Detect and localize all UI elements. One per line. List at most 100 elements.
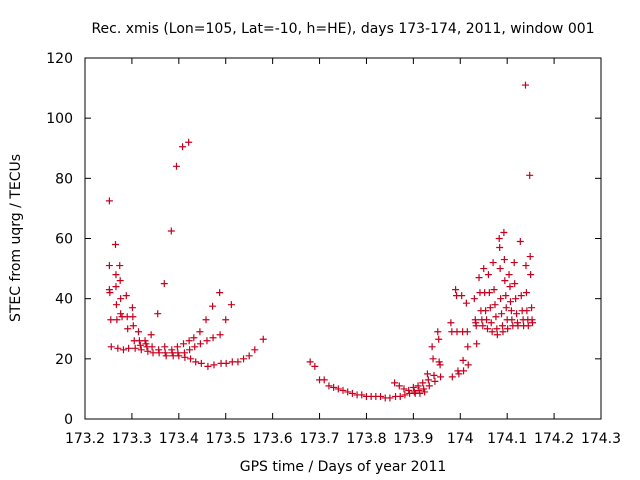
y-tick-label: 120 <box>46 51 73 67</box>
data-point <box>210 361 218 369</box>
data-point <box>510 259 518 267</box>
data-point <box>311 362 319 370</box>
data-point <box>460 367 468 375</box>
x-tick-label: 174 <box>447 431 474 447</box>
data-point <box>112 283 120 291</box>
data-point <box>502 304 510 312</box>
x-tick-label: 173.7 <box>299 431 339 447</box>
data-point <box>259 335 267 343</box>
data-point <box>112 271 120 279</box>
data-point <box>431 377 439 385</box>
data-point <box>415 386 423 394</box>
data-point <box>523 307 531 315</box>
data-point <box>116 277 124 285</box>
data-point <box>186 346 194 354</box>
data-point <box>162 352 170 360</box>
data-point <box>148 343 156 351</box>
data-points <box>105 81 537 402</box>
data-point <box>129 322 137 330</box>
data-point <box>425 382 433 390</box>
data-point <box>161 343 169 351</box>
data-point <box>495 235 503 242</box>
data-point <box>181 353 189 361</box>
data-point <box>409 383 417 391</box>
data-point <box>483 325 491 333</box>
data-point <box>508 316 516 324</box>
data-point <box>490 286 498 294</box>
data-point <box>423 370 431 378</box>
data-point <box>149 349 157 357</box>
data-point <box>499 328 507 336</box>
data-point <box>517 292 525 300</box>
x-tick-label: 173.2 <box>65 431 105 447</box>
data-point <box>234 358 242 366</box>
data-point <box>107 316 115 324</box>
data-point <box>191 343 199 351</box>
chart-title: Rec. xmis (Lon=105, Lat=-10, h=HE), days… <box>91 21 594 37</box>
data-point <box>483 316 491 324</box>
data-point <box>526 171 534 179</box>
data-point <box>377 392 385 400</box>
x-tick-label: 173.8 <box>346 431 386 447</box>
data-point <box>452 286 460 294</box>
data-point <box>491 301 499 309</box>
data-point <box>141 337 149 345</box>
data-point <box>187 355 195 363</box>
data-point <box>496 244 504 252</box>
data-point <box>160 280 168 288</box>
data-point <box>485 289 493 297</box>
data-point <box>400 385 408 393</box>
data-point <box>124 325 132 333</box>
data-point <box>512 295 520 303</box>
data-point <box>424 376 432 384</box>
data-point <box>106 289 114 297</box>
data-point <box>192 358 200 366</box>
data-point <box>529 319 537 327</box>
data-point <box>521 81 529 89</box>
data-point <box>421 388 429 396</box>
data-point <box>116 262 124 270</box>
data-point <box>447 319 455 327</box>
x-tick-label: 173.5 <box>206 431 246 447</box>
data-point <box>455 370 463 378</box>
data-point <box>330 383 338 391</box>
data-point <box>185 337 193 345</box>
data-point <box>134 328 142 336</box>
data-point <box>436 361 444 369</box>
data-point <box>470 295 478 303</box>
data-point <box>479 322 487 330</box>
y-tick-label: 80 <box>55 171 73 187</box>
data-point <box>475 274 483 282</box>
data-point <box>320 376 328 384</box>
data-point <box>522 262 530 270</box>
data-point <box>484 271 492 279</box>
data-point <box>511 280 519 288</box>
data-point <box>154 310 162 318</box>
data-point <box>179 143 187 151</box>
data-point <box>463 328 471 336</box>
data-point <box>526 253 534 261</box>
data-point <box>396 392 404 400</box>
data-point <box>113 316 121 324</box>
data-point <box>245 352 253 360</box>
data-point <box>459 356 467 364</box>
data-point <box>334 385 342 393</box>
x-tick-label: 173.6 <box>253 431 293 447</box>
data-point <box>155 349 163 357</box>
data-point <box>251 346 259 354</box>
data-point <box>429 355 437 363</box>
data-point <box>348 389 356 397</box>
x-tick-label: 174.1 <box>487 431 527 447</box>
data-point <box>524 322 532 330</box>
data-point <box>117 295 125 303</box>
data-point <box>216 289 224 297</box>
data-point <box>410 388 418 396</box>
data-point <box>496 265 504 273</box>
data-point <box>506 283 514 291</box>
data-point <box>325 382 333 390</box>
x-tick-label: 173.4 <box>159 431 199 447</box>
data-point <box>497 295 505 303</box>
y-tick-label: 20 <box>55 352 73 368</box>
data-point <box>202 316 210 324</box>
